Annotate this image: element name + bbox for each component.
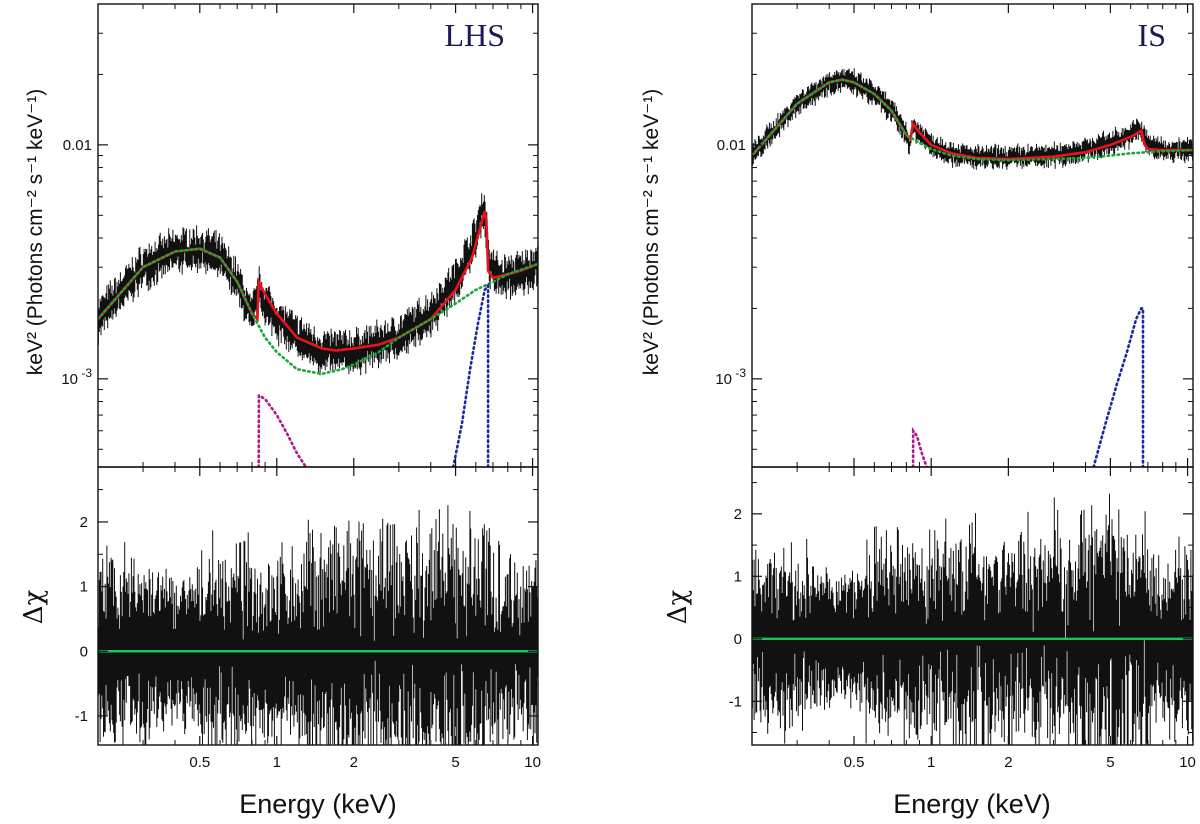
spectrum-panel-is: IS keV² (Photons cm⁻² s⁻¹ keV⁻¹) Δχ Ener… <box>640 3 1196 819</box>
model-series-1 <box>752 78 1193 162</box>
residuals-group <box>752 493 1193 745</box>
residual-tick-label: 1 <box>80 579 88 596</box>
x-tick-label: 10 <box>524 754 541 771</box>
model-series-3 <box>452 282 490 467</box>
residual-error-bars <box>752 493 1193 745</box>
residual-tick-label: 1 <box>734 568 742 585</box>
model-series-3 <box>1092 307 1145 467</box>
panel-label: LHS <box>445 17 505 53</box>
residual-frame <box>97 466 539 746</box>
data-points-group <box>752 68 1193 467</box>
y-axis-label: keV² (Photons cm⁻² s⁻¹ keV⁻¹) <box>24 89 47 375</box>
x-tick-label: 5 <box>451 754 459 771</box>
x-tick-label: 1 <box>927 754 935 771</box>
residual-tick-label: -1 <box>729 693 742 710</box>
data-points-group <box>98 193 538 467</box>
residual-error-bars <box>98 505 538 745</box>
x-tick-label: 0.5 <box>189 754 210 771</box>
residual-axis-label: Δχ <box>663 589 693 624</box>
y-tick-label: 0.01 <box>63 137 92 154</box>
model-series-1 <box>98 247 538 376</box>
x-tick-label: 2 <box>1004 754 1012 771</box>
residual-tick-label: 2 <box>734 506 742 523</box>
residual-tick-label: 0 <box>80 643 88 660</box>
residuals-group <box>98 505 538 745</box>
x-axis-label: Energy (keV) <box>239 789 397 819</box>
x-tick-label: 5 <box>1106 754 1114 771</box>
y-tick-label: 10 <box>61 371 78 388</box>
residual-axis-label: Δχ <box>19 589 49 624</box>
x-axis-label: Energy (keV) <box>893 789 1051 819</box>
residual-tick-label: 0 <box>734 631 742 648</box>
x-tick-label: 1 <box>273 754 281 771</box>
residual-tick-label: 2 <box>80 514 88 531</box>
spectrum-panel-lhs: LHS keV² (Photons cm⁻² s⁻¹ keV⁻¹) Δχ Ene… <box>19 3 541 819</box>
y-axis-label: keV² (Photons cm⁻² s⁻¹ keV⁻¹) <box>640 89 663 375</box>
panel-label: IS <box>1138 17 1166 53</box>
model-series-2 <box>911 426 928 467</box>
y-tick-label: 10 <box>715 371 732 388</box>
x-tick-label: 2 <box>350 754 358 771</box>
model-series-2 <box>257 393 308 467</box>
x-tick-label: 10 <box>1179 754 1196 771</box>
y-tick-label: 0.01 <box>717 137 746 154</box>
x-tick-label: 0.5 <box>844 754 865 771</box>
y-tick-exponent: -3 <box>81 366 92 380</box>
residual-tick-label: -1 <box>75 708 88 725</box>
residual-frame <box>751 466 1194 746</box>
y-tick-exponent: -3 <box>735 366 746 380</box>
spectrum-frame <box>751 3 1194 468</box>
